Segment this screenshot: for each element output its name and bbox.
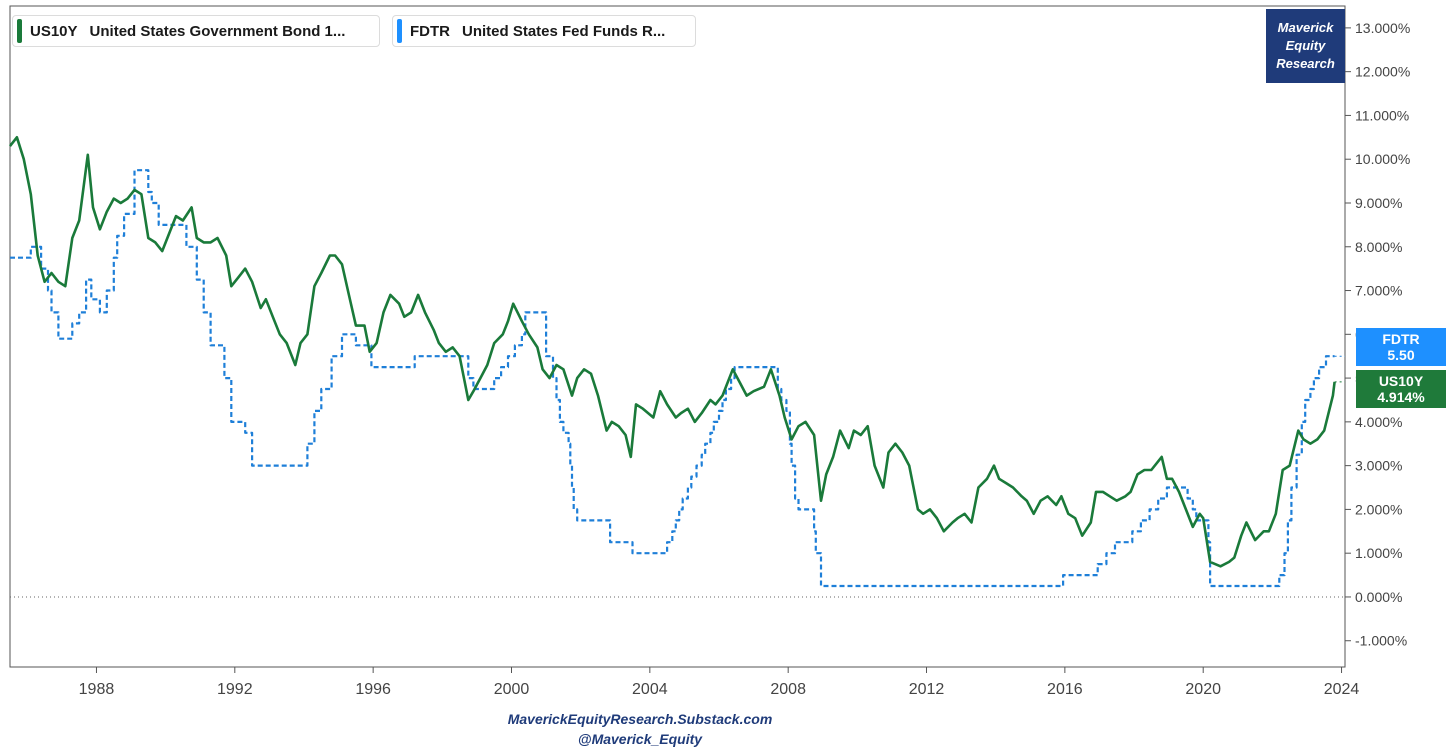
x-axis: 1988 1992 1996 2000 2004 2008 2012 2016 2020 2024 <box>79 667 1360 698</box>
legend-label-us10y: United States Government Bond 1... <box>89 22 346 40</box>
footer-site: MaverickEquityResearch.Substack.com <box>507 711 773 727</box>
y-tick-label: 11.000% <box>1355 107 1409 123</box>
series-layer <box>8 136 1345 588</box>
legend-swatch-fdtr <box>397 19 402 43</box>
y-tick-label: 7.000% <box>1355 283 1402 299</box>
x-tick-label: 2024 <box>1324 681 1360 698</box>
footer-credits: MaverickEquityResearch.Substack.com @Mav… <box>400 709 880 749</box>
last-value-tag-fdtr: FDTR 5.50 <box>1356 328 1446 366</box>
watermark-line: Equity <box>1285 38 1326 53</box>
watermark-line: Maverick <box>1277 20 1334 35</box>
watermark-logo: Maverick Equity Research <box>1266 9 1345 83</box>
plot-frame <box>9 5 1346 668</box>
y-tick-label: 1.000% <box>1355 545 1402 561</box>
y-tick-label: 9.000% <box>1355 195 1402 211</box>
legend-ticker-fdtr: FDTR <box>410 22 450 40</box>
y-tick-label: 0.000% <box>1355 589 1402 605</box>
legend-ticker-us10y: US10Y <box>30 22 78 40</box>
y-tick-label: 4.000% <box>1355 414 1402 430</box>
x-tick-label: 2012 <box>909 681 945 698</box>
legend-fdtr[interactable]: FDTR United States Fed Funds R... <box>392 15 696 47</box>
legend-us10y[interactable]: US10Y United States Government Bond 1... <box>12 15 380 47</box>
y-tick-label: 13.000% <box>1355 20 1410 36</box>
y-tick-label: -1.000% <box>1355 633 1407 649</box>
x-tick-label: 2008 <box>770 681 806 698</box>
watermark-line: Research <box>1276 56 1335 71</box>
footer-handle: @Maverick_Equity <box>577 731 703 747</box>
x-tick-label: 2016 <box>1047 681 1083 698</box>
y-tick-label: 10.000% <box>1355 151 1410 167</box>
x-tick-label: 2020 <box>1185 681 1221 698</box>
tag-name-fdtr: FDTR <box>1382 331 1420 347</box>
y-tick-label: 8.000% <box>1355 239 1402 255</box>
series-line-us10y <box>8 136 1336 568</box>
last-value-tag-us10y: US10Y 4.914% <box>1356 370 1446 408</box>
y-tick-label: 12.000% <box>1355 64 1410 80</box>
tag-value-us10y: 4.914% <box>1377 389 1425 405</box>
legend-swatch-us10y <box>17 19 22 43</box>
x-tick-label: 2004 <box>632 681 668 698</box>
x-tick-label: 1996 <box>355 681 391 698</box>
y-tick-label: 2.000% <box>1355 501 1402 517</box>
y-tick-label: 3.000% <box>1355 458 1402 474</box>
tag-value-fdtr: 5.50 <box>1387 347 1415 363</box>
series-line-fdtr <box>10 169 1335 588</box>
x-tick-label: 1988 <box>79 681 115 698</box>
x-tick-label: 1992 <box>217 681 253 698</box>
x-tick-label: 2000 <box>494 681 530 698</box>
legend-label-fdtr: United States Fed Funds R... <box>462 22 666 40</box>
tag-name-us10y: US10Y <box>1378 373 1424 389</box>
